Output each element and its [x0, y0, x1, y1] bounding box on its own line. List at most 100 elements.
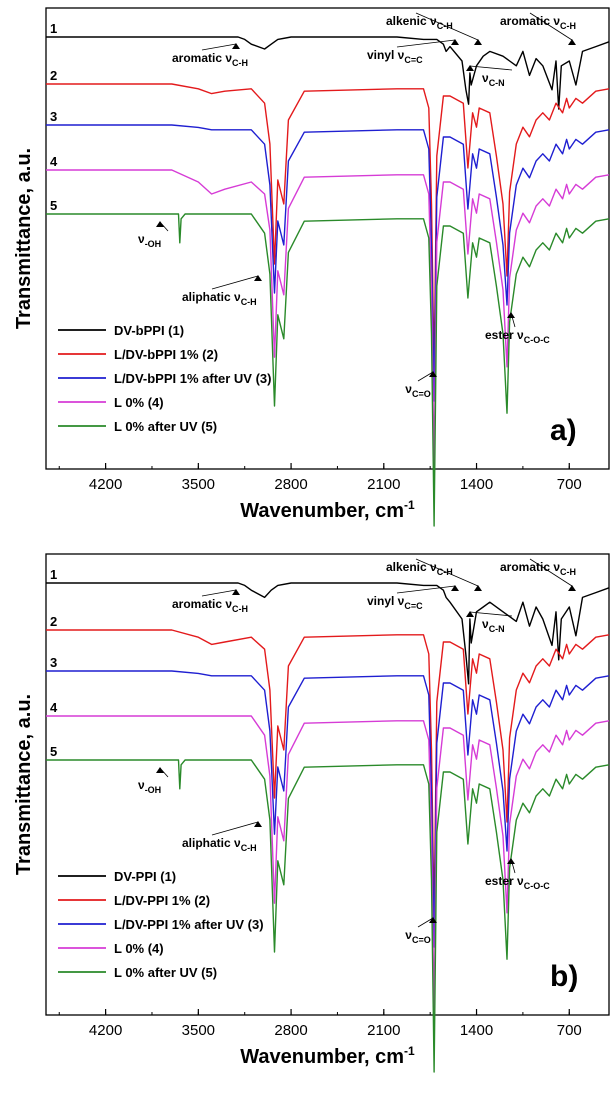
- annotation-arrow-line: [529, 12, 573, 41]
- series-line-1: [46, 36, 610, 110]
- ftir-chart-b: 4200 3500 2800 2100 1400 700 Wavenumber, cm-1 T…: [13, 553, 610, 1073]
- annotation-arrow-head: [451, 39, 459, 45]
- legend-entry: L/DV-PPI 1% after UV (3): [114, 917, 264, 932]
- legend-entry: L 0% (4): [114, 395, 164, 410]
- ftir-chart-a: 4200 3500 2800 2100 1400 700 Wavenumber, cm-1 T…: [13, 7, 610, 527]
- ftir-panel-a: 4200 3500 2800 2100 1400 700 Wavenumber, cm-1 T…: [0, 0, 611, 546]
- y-axis-label: Transmittance, a.u.: [13, 694, 35, 875]
- legend-entry: L 0% after UV (5): [114, 965, 217, 980]
- curve-number-label: 4: [50, 154, 58, 169]
- annotation-arrow-line: [211, 275, 259, 290]
- annotation-arrow-head: [568, 585, 576, 591]
- peak-annotation: νC=O: [405, 928, 430, 945]
- peak-annotation: νC-N: [482, 71, 505, 88]
- annotation-arrow-head: [474, 585, 482, 591]
- y-axis-label: Transmittance, a.u.: [13, 148, 35, 329]
- peak-annotation: aromatic νC-H: [172, 51, 248, 68]
- peak-annotation: ester νC-O-C: [485, 328, 550, 345]
- curve-number-label: 3: [50, 655, 57, 670]
- annotation-arrow-line: [417, 371, 434, 382]
- series-line-5: [46, 213, 610, 527]
- annotation-arrow-head: [507, 312, 515, 318]
- peak-annotation: aliphatic νC-H: [182, 836, 257, 853]
- x-tick-label: 2800: [274, 476, 307, 493]
- annotation-arrow-head: [466, 65, 474, 71]
- peak-annotation: vinyl νC=C: [367, 594, 423, 611]
- ftir-panel-b: 4200 3500 2800 2100 1400 700 Wavenumber, cm-1 T…: [0, 546, 611, 1092]
- annotation-arrow-head: [254, 821, 262, 827]
- peak-annotation: alkenic νC-H: [386, 14, 453, 31]
- x-tick-label: 2800: [274, 1022, 307, 1039]
- curve-number-label: 1: [50, 21, 57, 36]
- peak-annotation: aromatic νC-H: [500, 560, 576, 577]
- curve-number-label: 2: [50, 68, 57, 83]
- panel-label: a): [550, 414, 577, 447]
- annotation-arrow-head: [429, 371, 437, 377]
- x-tick-label: 3500: [182, 1022, 215, 1039]
- annotation-arrow-head: [232, 589, 240, 595]
- x-tick-label: 700: [557, 476, 582, 493]
- series-line-2: [46, 83, 610, 373]
- curve-number-label: 1: [50, 567, 57, 582]
- legend-entry: L/DV-bPPI 1% (2): [114, 347, 218, 362]
- panel-label: b): [550, 960, 578, 993]
- legend-entry: DV-PPI (1): [114, 869, 176, 884]
- legend-entry: L/DV-PPI 1% (2): [114, 893, 210, 908]
- curve-number-label: 2: [50, 614, 57, 629]
- peak-annotation: ν-OH: [138, 778, 161, 795]
- peak-annotation: ν-OH: [138, 232, 161, 249]
- annotation-arrow-line: [529, 558, 573, 587]
- plot-frame: [45, 7, 610, 470]
- peak-annotation: vinyl νC=C: [367, 48, 423, 65]
- annotation-arrow-line: [211, 821, 259, 836]
- series-line-4: [46, 169, 610, 471]
- annotation-arrow-head: [451, 585, 459, 591]
- x-axis-label: Wavenumber, cm-1: [240, 1044, 415, 1068]
- x-tick-label: 2100: [367, 476, 400, 493]
- annotation-arrow-head: [507, 858, 515, 864]
- annotation-arrow-head: [254, 275, 262, 281]
- annotation-arrow-head: [466, 611, 474, 617]
- annotation-arrow-line: [201, 589, 237, 597]
- peak-annotation: alkenic νC-H: [386, 560, 453, 577]
- curve-number-label: 4: [50, 700, 58, 715]
- annotation-arrow-line: [469, 611, 513, 617]
- x-tick-label: 3500: [182, 476, 215, 493]
- x-tick-label: 2100: [367, 1022, 400, 1039]
- series-line-3: [46, 124, 610, 402]
- legend-entry: L/DV-bPPI 1% after UV (3): [114, 371, 271, 386]
- annotation-arrow-head: [474, 39, 482, 45]
- annotation-arrow-line: [415, 12, 479, 41]
- x-tick-label: 4200: [89, 476, 122, 493]
- annotation-arrow-line: [201, 43, 237, 51]
- peak-annotation: aromatic νC-H: [500, 14, 576, 31]
- annotation-arrow-line: [417, 917, 434, 928]
- annotation-arrow-head: [232, 43, 240, 49]
- x-tick-label: 1400: [460, 476, 493, 493]
- curve-number-label: 5: [50, 744, 57, 759]
- annotation-arrow-head: [156, 221, 164, 227]
- peak-annotation: νC=O: [405, 382, 430, 399]
- x-axis-label: Wavenumber, cm-1: [240, 498, 415, 522]
- peak-annotation: ester νC-O-C: [485, 874, 550, 891]
- series-line-2: [46, 629, 610, 919]
- legend-entry: L 0% (4): [114, 941, 164, 956]
- annotation-arrow-head: [156, 767, 164, 773]
- series-line-3: [46, 670, 610, 948]
- annotation-arrow-line: [415, 558, 479, 587]
- series-line-4: [46, 715, 610, 1017]
- peak-annotation: aliphatic νC-H: [182, 290, 257, 307]
- annotation-arrow-line: [396, 39, 456, 48]
- annotation-arrow-line: [396, 585, 456, 594]
- plot-frame: [45, 553, 610, 1016]
- series-line-1: [46, 582, 610, 685]
- peak-annotation: aromatic νC-H: [172, 597, 248, 614]
- curve-number-label: 3: [50, 109, 57, 124]
- annotation-arrow-head: [429, 917, 437, 923]
- x-tick-label: 1400: [460, 1022, 493, 1039]
- x-tick-label: 4200: [89, 1022, 122, 1039]
- legend-entry: L 0% after UV (5): [114, 419, 217, 434]
- series-line-5: [46, 759, 610, 1073]
- x-tick-label: 700: [557, 1022, 582, 1039]
- annotation-arrow-line: [469, 65, 513, 71]
